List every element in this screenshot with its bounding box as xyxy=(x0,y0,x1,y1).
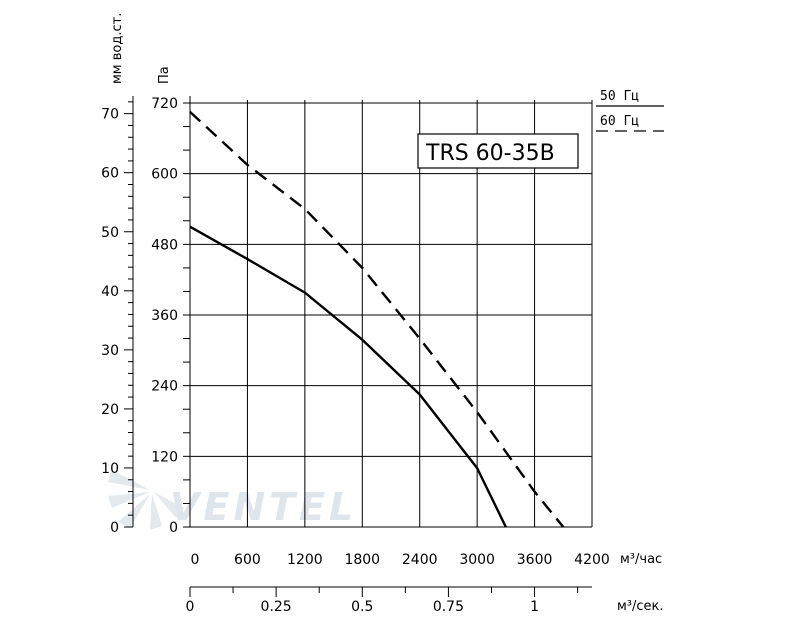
y2-tick-label: 30 xyxy=(101,343,119,359)
y-tick-label: 720 xyxy=(151,96,178,112)
model-title: TRS 60-35B xyxy=(425,141,555,166)
model-title-box: TRS 60-35B xyxy=(417,133,579,169)
x-tick-label: 1800 xyxy=(344,552,380,568)
legend-label-50hz: 50 Гц xyxy=(600,89,639,104)
y2-tick-label: 20 xyxy=(101,402,119,418)
x2-tick-label: 0.75 xyxy=(433,599,464,615)
x-tick-label: 600 xyxy=(234,552,261,568)
y2-tick-label: 10 xyxy=(101,461,119,477)
x-tick-label: 0 xyxy=(191,552,200,568)
y-tick-label: 120 xyxy=(151,449,178,465)
x-tick-label: 3000 xyxy=(459,552,495,568)
watermark-text: VENTEL xyxy=(170,485,357,529)
y2-tick-label: 0 xyxy=(110,520,119,536)
y-axis-mm-unit-label: мм вод.ст. xyxy=(110,13,125,84)
y2-tick-label: 40 xyxy=(101,284,119,300)
y-tick-label: 480 xyxy=(151,237,178,253)
x-axis-flow-sec-unit-label: м³/сек. xyxy=(617,599,664,614)
x-tick-label: 2400 xyxy=(402,552,438,568)
x-tick-label: 3600 xyxy=(517,552,553,568)
y-tick-label: 240 xyxy=(151,379,178,395)
series-lines xyxy=(189,110,565,528)
y-axis-pa-unit-label: Па xyxy=(157,66,172,84)
ventel-watermark-logo: VENTEL xyxy=(108,470,357,530)
y-tick-label: 600 xyxy=(151,167,178,183)
y-tick-label: 360 xyxy=(151,308,178,324)
x-axis-flow-hour-unit-label: м³/час xyxy=(620,552,662,567)
x-tick-label: 1200 xyxy=(287,552,323,568)
x2-tick-label: 0.25 xyxy=(261,599,292,615)
legend-label-60hz: 60 Гц xyxy=(600,114,639,129)
x2-tick-label: 0.5 xyxy=(351,599,373,615)
x2-tick-label: 0 xyxy=(186,599,195,615)
y2-tick-label: 70 xyxy=(101,107,119,123)
y2-tick-label: 50 xyxy=(101,225,119,241)
series-line-60hz xyxy=(189,110,565,528)
legend: 50 Гц 60 Гц xyxy=(596,89,664,132)
y2-tick-label: 60 xyxy=(101,166,119,182)
x-tick-label: 4200 xyxy=(574,552,610,568)
grid-lines xyxy=(189,100,593,528)
x2-tick-label: 1 xyxy=(530,599,539,615)
fan-blades-icon xyxy=(108,470,184,530)
y-tick-label: 0 xyxy=(169,520,178,536)
series-line-50hz xyxy=(189,225,507,528)
